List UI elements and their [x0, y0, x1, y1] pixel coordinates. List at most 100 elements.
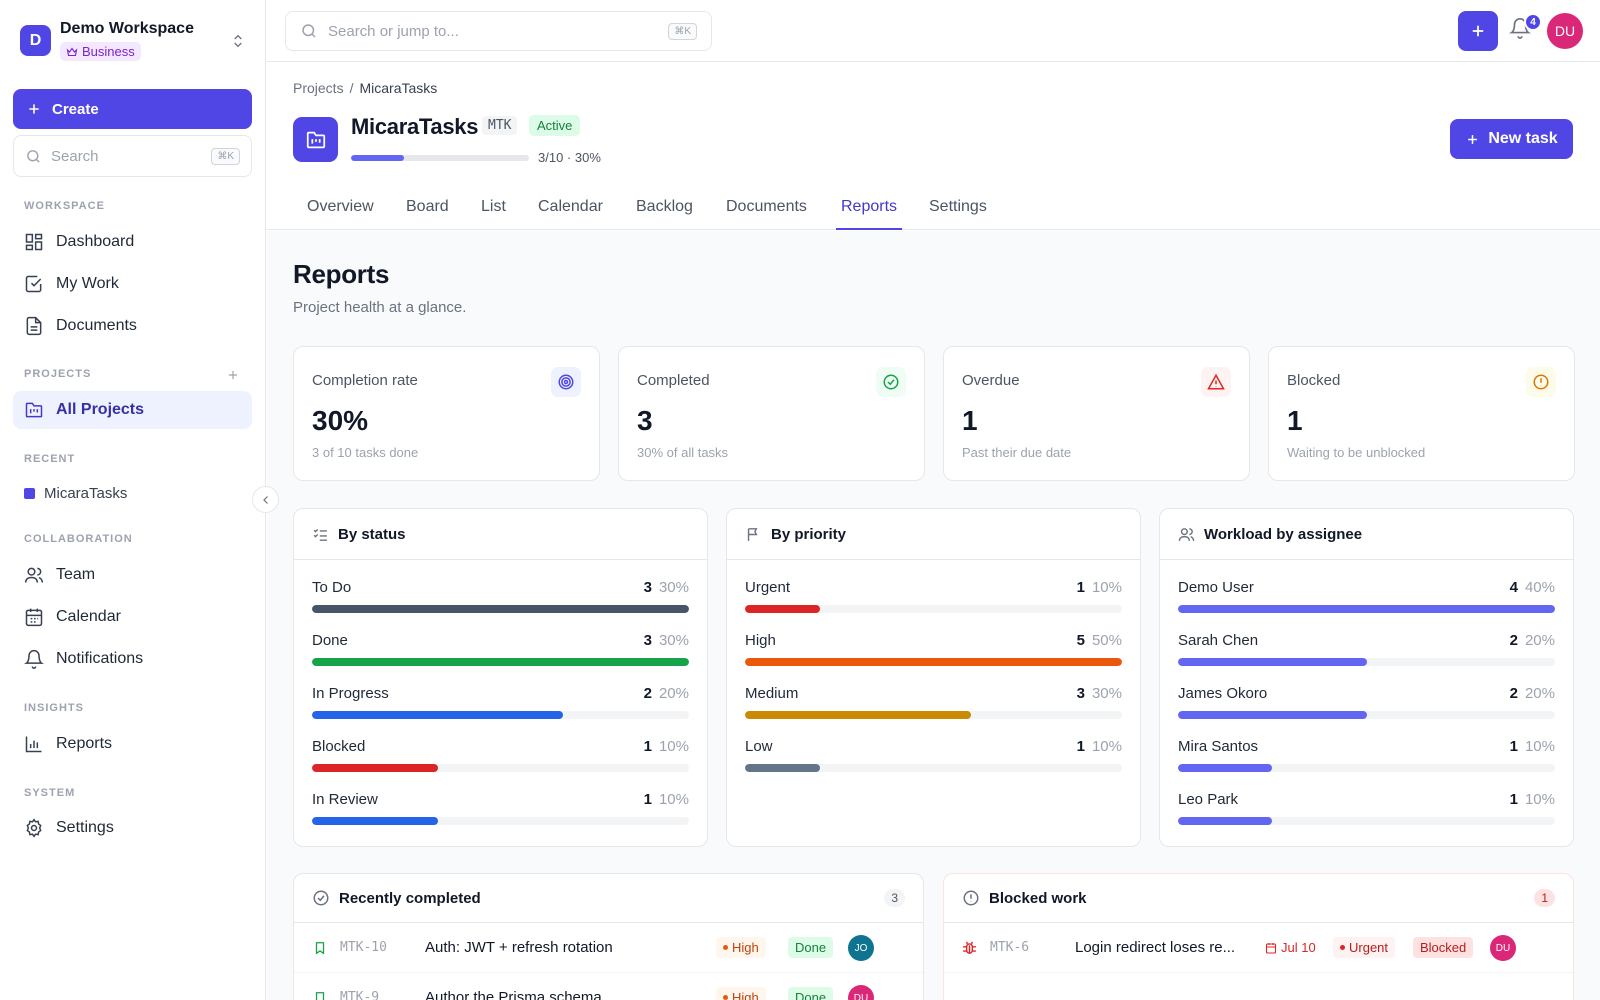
sidebar-item-reports[interactable]: Reports: [13, 725, 252, 763]
plan-badge: Business: [60, 42, 141, 61]
tab-documents[interactable]: Documents: [726, 198, 807, 215]
tab-backlog[interactable]: Backlog: [636, 198, 693, 215]
section-collaboration: COLLABORATION: [24, 533, 133, 545]
recent-project-label: MicaraTasks: [44, 484, 128, 502]
sidebar-item-label: My Work: [56, 275, 119, 292]
project-progress-fill: [351, 155, 405, 161]
stat-card-blocked: Blocked 1 Waiting to be unblocked: [1268, 346, 1575, 481]
stat-value: 1: [962, 405, 978, 436]
reports-content: Reports Project health at a glance. Comp…: [267, 231, 1600, 1000]
sidebar-search-input[interactable]: Search ⌘K: [13, 135, 252, 177]
global-search-placeholder: Search or jump to...: [328, 22, 459, 40]
stat-subtext: 3 of 10 tasks done: [312, 445, 419, 460]
row-percent: 10%: [658, 790, 689, 808]
row-percent: 30%: [658, 578, 689, 596]
tab-list[interactable]: List: [481, 198, 506, 215]
task-row[interactable]: MTK-6 Login redirect loses re... Jul 10 …: [944, 923, 1573, 973]
task-row[interactable]: MTK-10 Auth: JWT + refresh rotation High…: [294, 923, 923, 973]
row-bar-track: [745, 658, 1122, 666]
add-project-icon[interactable]: [226, 368, 240, 382]
collapse-sidebar-button[interactable]: [252, 486, 279, 513]
recent-project-item[interactable]: MicaraTasks: [13, 474, 252, 512]
quick-add-button[interactable]: [1458, 11, 1498, 51]
user-avatar[interactable]: DU: [1547, 13, 1583, 49]
project-status-badge: Active: [529, 115, 581, 136]
tab-settings[interactable]: Settings: [929, 198, 987, 215]
row-count: 4: [1509, 578, 1518, 596]
panel-title: Blocked work: [989, 889, 1087, 907]
task-key: MTK-10: [340, 940, 387, 955]
row-bar-fill: [1178, 605, 1555, 613]
sidebar-item-label: Settings: [56, 819, 114, 836]
panel-workload: Workload by assignee Demo User 4 40% Sarah …: [1159, 508, 1574, 847]
bar-chart-icon: [25, 736, 42, 753]
stat-subtext: 30% of all tasks: [637, 445, 729, 460]
row-percent: 20%: [1524, 684, 1555, 702]
breakdown-row: Low 1 10%: [745, 736, 1122, 772]
alert-triangle-icon: [1207, 373, 1225, 390]
breadcrumb-separator: /: [349, 80, 354, 96]
panel-title: Workload by assignee: [1204, 525, 1363, 543]
project-color-dot: [24, 487, 35, 499]
page-subtitle: Project health at a glance.: [293, 299, 467, 316]
sidebar-item-calendar[interactable]: Calendar: [13, 598, 252, 636]
tab-overview[interactable]: Overview: [307, 198, 374, 215]
sidebar-item-label: Documents: [56, 317, 137, 334]
dashboard-icon: [25, 233, 43, 251]
row-label: Blocked: [312, 737, 366, 755]
sidebar-item-all-projects[interactable]: All Projects: [13, 391, 252, 429]
stat-label: Blocked: [1287, 372, 1341, 389]
sidebar-search-placeholder: Search: [51, 147, 99, 165]
task-title: Login redirect loses re...: [1075, 939, 1236, 956]
calendar-icon: [25, 608, 43, 627]
tab-board[interactable]: Board: [406, 198, 449, 215]
notifications-bell-icon[interactable]: [1509, 17, 1531, 39]
breadcrumb-projects-link[interactable]: Projects: [293, 80, 344, 96]
stat-label: Completion rate: [312, 372, 418, 389]
row-bar-track: [1178, 764, 1555, 772]
priority-badge: Urgent: [1333, 937, 1396, 958]
sidebar-item-notifications[interactable]: Notifications: [13, 640, 252, 678]
breadcrumb-current: MicaraTasks: [359, 80, 438, 96]
workspace-switcher[interactable]: D Demo Workspace Business: [20, 19, 246, 63]
panel-title: Recently completed: [339, 889, 481, 907]
stat-icon-wrap: [1526, 367, 1556, 397]
sidebar-item-team[interactable]: Team: [13, 556, 252, 594]
row-label: High: [745, 631, 776, 649]
status-badge: Done: [788, 937, 834, 958]
stat-value: 1: [1287, 405, 1303, 436]
sidebar-item-documents[interactable]: Documents: [13, 307, 252, 345]
row-label: To Do: [312, 578, 352, 596]
project-tabs: Overview Board List Calendar Backlog Doc…: [267, 182, 1600, 230]
row-percent: 50%: [1091, 631, 1122, 649]
row-count: 1: [643, 790, 652, 808]
create-label: Create: [52, 100, 99, 118]
stat-subtext: Waiting to be unblocked: [1287, 445, 1426, 460]
task-title: Author the Prisma schema: [425, 989, 602, 1000]
breakdown-row: Mira Santos 1 10%: [1178, 736, 1555, 772]
sidebar-item-my-work[interactable]: My Work: [13, 265, 252, 303]
global-search-shortcut: ⌘K: [668, 22, 697, 40]
check-circle-icon: [883, 374, 899, 390]
new-task-button[interactable]: New task: [1450, 119, 1573, 159]
row-percent: 30%: [658, 631, 689, 649]
bug-icon: [963, 941, 976, 954]
task-key: MTK-6: [990, 940, 1030, 955]
sidebar-item-dashboard[interactable]: Dashboard: [13, 223, 252, 261]
task-row[interactable]: MTK-9 Author the Prisma schema High Done…: [294, 973, 923, 1000]
sidebar-item-settings[interactable]: Settings: [13, 809, 252, 847]
panel-title: By priority: [771, 525, 847, 543]
row-count: 1: [1509, 737, 1518, 755]
tab-calendar[interactable]: Calendar: [538, 198, 603, 215]
stat-value: 30%: [312, 405, 369, 436]
search-icon: [302, 24, 316, 38]
panel-recently-completed: Recently completed 3 MTK-10 Auth: JWT + …: [293, 873, 924, 1000]
priority-badge: High: [716, 987, 766, 1000]
workspace-name: Demo Workspace: [60, 20, 194, 37]
breakdown-row: Leo Park 1 10%: [1178, 789, 1555, 825]
create-button[interactable]: Create: [13, 89, 252, 129]
row-bar-track: [312, 764, 689, 772]
global-search-input[interactable]: Search or jump to... ⌘K: [285, 11, 712, 51]
crown-icon: [66, 47, 78, 56]
tab-reports[interactable]: Reports: [836, 198, 902, 230]
